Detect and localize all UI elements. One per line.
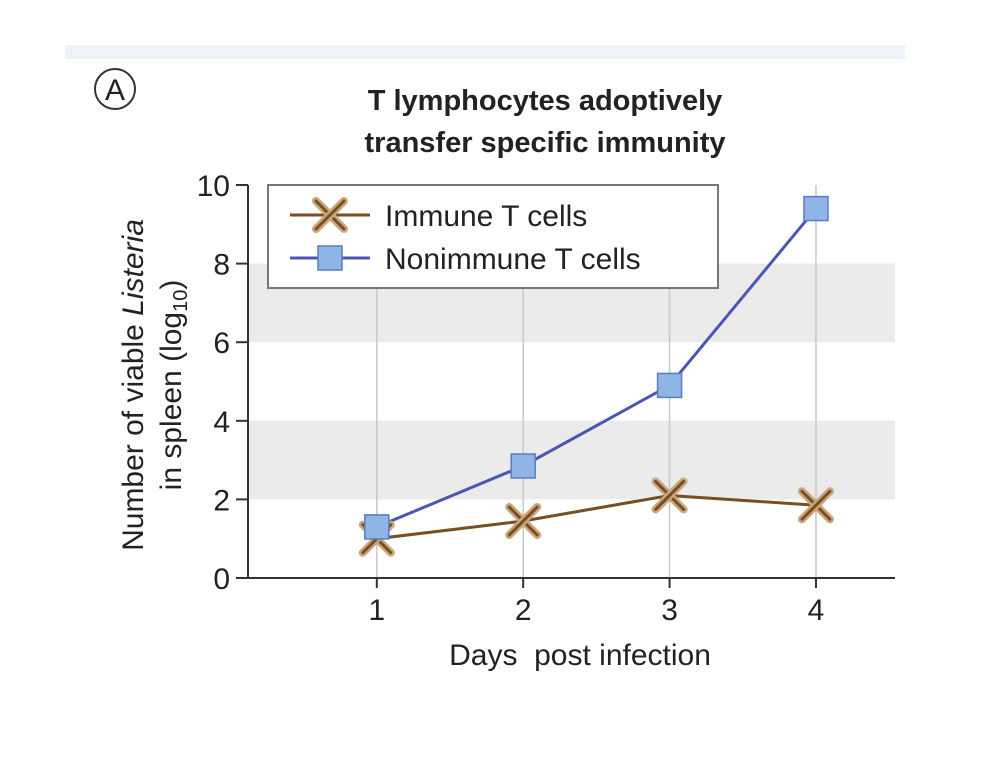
y-tick-label: 2 [213, 484, 230, 517]
series-line [376, 207, 818, 529]
panel-circle [94, 68, 136, 110]
chart-title: T lymphocytes adoptively [368, 85, 723, 117]
y-tick-label: 0 [213, 563, 230, 596]
y-tick-label: 6 [213, 327, 230, 360]
band [248, 420, 895, 500]
marker [656, 372, 683, 399]
panel-label: A [105, 74, 125, 107]
plot-area: 1 2 3 4 0 2 4 6 8 10 Immune T cells Nonimmune T cel… [197, 170, 895, 627]
marker [505, 503, 542, 540]
marker-stroke [507, 505, 539, 537]
marker-stroke [654, 479, 686, 511]
x-tick-label: 4 [808, 594, 825, 627]
y-tick-label: 10 [197, 170, 230, 203]
marker-stroke [314, 199, 346, 231]
legend-label: Immune T cells [385, 200, 587, 233]
series-line [376, 493, 817, 541]
marker [797, 487, 834, 524]
y-tick-label: 4 [213, 406, 230, 439]
legend-marker [317, 245, 343, 271]
y-label-italic: Listeria [117, 219, 150, 316]
marker [803, 195, 829, 222]
marker [510, 453, 536, 479]
y-axis-label: Number of viable Listeria [117, 219, 150, 551]
y-tick-label: 8 [213, 249, 230, 282]
x-tick-label: 1 [368, 594, 385, 627]
legend-label: Nonimmune T cells [385, 243, 641, 276]
y-label-text: in spleen (log [155, 312, 188, 490]
x-axis-label: Days post infection [449, 639, 711, 672]
marker [651, 477, 688, 514]
marker-stroke [800, 489, 832, 521]
x-tick-label: 3 [661, 594, 678, 627]
marker [364, 514, 390, 540]
x-tick-label: 2 [515, 594, 532, 627]
y-axis-label: in spleen (log10) [155, 280, 192, 491]
y-label-sub: 10 [170, 290, 192, 312]
top-strip [65, 45, 905, 59]
y-label-text: Number of viable [117, 316, 150, 551]
legend-marker [312, 197, 348, 233]
chart-title: transfer specific immunity [365, 127, 726, 159]
legend: Immune T cells Nonimmune T cells [267, 184, 719, 289]
y-label-text: ) [155, 280, 188, 290]
